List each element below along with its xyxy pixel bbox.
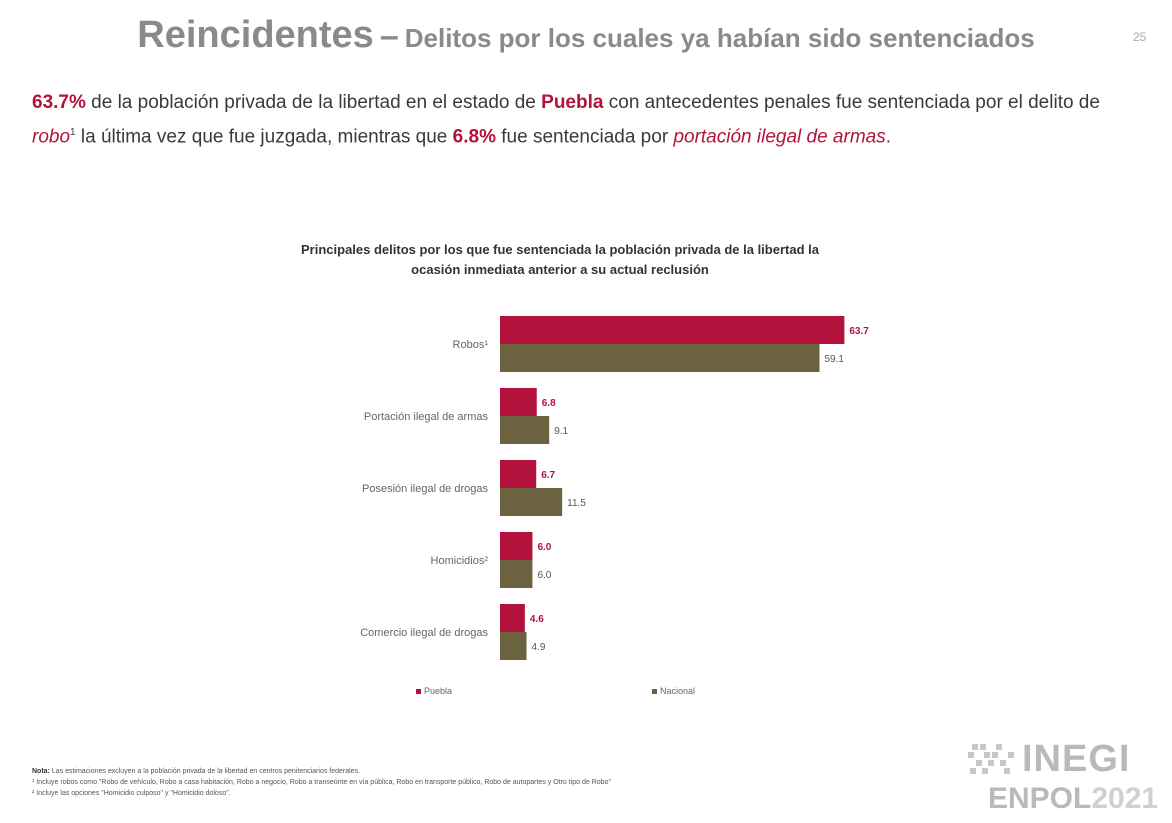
summary-text-1: de la población privada de la libertad e… [85, 92, 542, 113]
data-label-puebla: 6.0 [537, 542, 551, 553]
highlight-robo: robo [32, 126, 71, 148]
page-number: 25 [1133, 30, 1147, 44]
legend-label: Nacional [660, 686, 695, 696]
bar-puebla [500, 316, 845, 344]
note-line-2: ¹ Incluye robos como "Robo de vehículo, … [32, 779, 611, 786]
bar-puebla [500, 604, 525, 632]
summary-text-3: la última vez que fue juzgada, mientras … [75, 126, 453, 148]
enpol-year: 2021 [1091, 782, 1159, 815]
category-label: Portación ilegal de armas [364, 411, 489, 423]
data-label-nacional: 11.5 [567, 498, 586, 509]
data-label-nacional: 9.1 [554, 426, 568, 437]
note-line-3: ² Incluye las opciones "Homicidio culpos… [32, 790, 231, 797]
highlight-state: Puebla [541, 92, 604, 113]
data-label-nacional: 59.1 [825, 354, 845, 365]
legend-swatch [416, 689, 421, 694]
data-label-nacional: 4.9 [531, 642, 545, 653]
note-label: Nota: [32, 768, 50, 775]
summary-text-2: con antecedentes penales fue sentenciada… [603, 92, 1100, 113]
bar-nacional [500, 632, 527, 660]
summary-paragraph: 63.7% de la población privada de la libe… [32, 88, 1142, 152]
highlight-pct-armas: 6.8% [452, 126, 496, 148]
category-label: Comercio ilegal de drogas [360, 627, 488, 639]
inegi-enpol-logo: INEGI ENPOL2021 [966, 738, 1158, 818]
highlight-armas: portación ilegal de armas [673, 126, 886, 148]
page-title: Reincidentes – Delitos por los cuales ya h… [0, 14, 1172, 57]
data-label-puebla: 6.8 [542, 398, 556, 409]
category-label: Robos¹ [453, 339, 489, 351]
bar-nacional [500, 416, 550, 444]
data-label-puebla: 4.6 [530, 614, 544, 625]
category-label: Homicidios² [431, 555, 489, 567]
note-text-1: Las estimaciones excluyen a la población… [49, 768, 361, 775]
bar-puebla [500, 388, 537, 416]
bar-puebla [500, 532, 533, 560]
footnote-ref-1: 1 [70, 127, 76, 138]
notes: Nota: Las estimaciones excluyen a la pob… [32, 766, 962, 799]
inegi-mark-icon [968, 744, 1014, 774]
title-main: Reincidentes [137, 14, 374, 56]
summary-text-4: fue sentenciada por [495, 126, 674, 148]
enpol-wordmark: ENPOL2021 [988, 782, 1158, 816]
title-subtitle: Delitos por los cuales ya habían sido se… [404, 23, 1035, 53]
data-label-puebla: 6.7 [541, 470, 555, 481]
bar-chart: Robos¹ 63.7 59.1 Portación ilegal de armas 6… [360, 316, 869, 696]
legend-label: Puebla [424, 686, 452, 696]
bar-nacional [500, 488, 563, 516]
bar-puebla [500, 460, 537, 488]
enpol-text: ENPOL [988, 782, 1092, 815]
chart-title: Principales delitos por los que fue sent… [301, 242, 819, 277]
data-label-puebla: 63.7 [849, 326, 869, 337]
bar-nacional [500, 344, 820, 372]
data-label-nacional: 6.0 [537, 570, 551, 581]
note-line-1: Nota: Las estimaciones excluyen a la pob… [32, 766, 962, 777]
summary-text-5: . [885, 126, 892, 148]
bar-nacional [500, 560, 533, 588]
category-label: Posesión ilegal de drogas [362, 483, 488, 495]
highlight-pct-robo: 63.7% [32, 92, 86, 113]
title-dash: – [379, 17, 399, 55]
inegi-wordmark: INEGI [1022, 738, 1131, 780]
legend-swatch [652, 689, 657, 694]
